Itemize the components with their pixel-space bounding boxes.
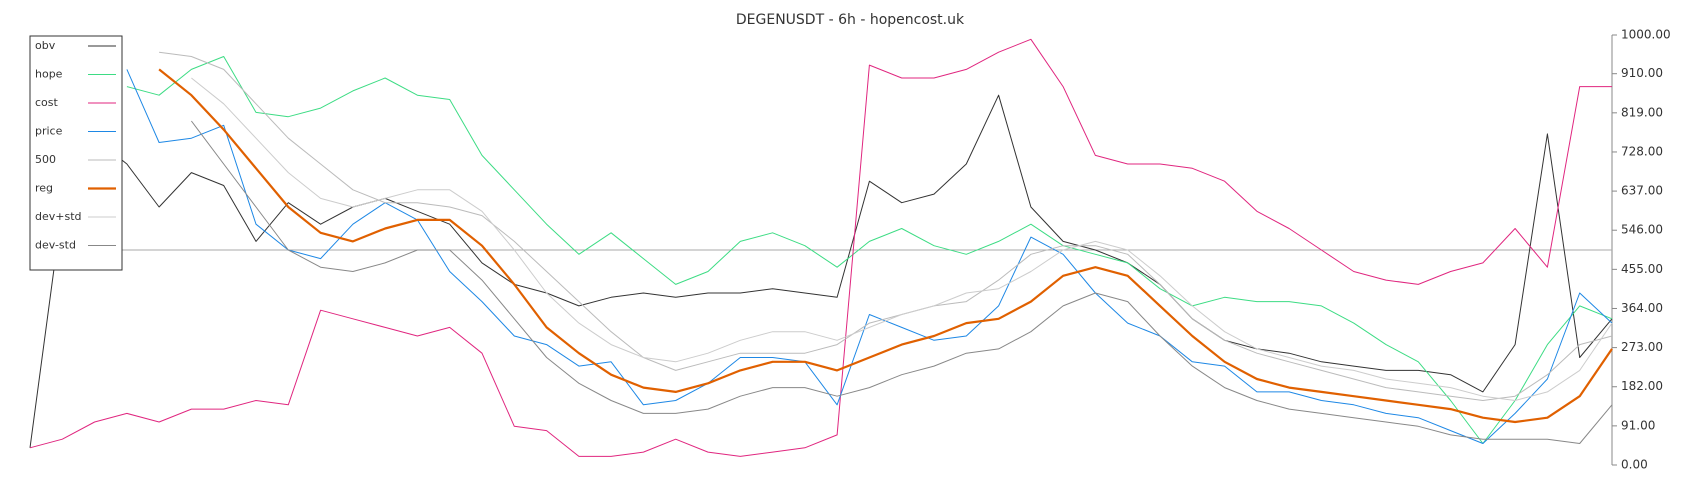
y-tick-label: 728.00 bbox=[1621, 144, 1663, 158]
legend-label: dev-std bbox=[35, 239, 76, 252]
y-tick-label: 182.00 bbox=[1621, 379, 1663, 393]
series-line bbox=[191, 120, 1613, 444]
y-tick-label: 364.00 bbox=[1621, 301, 1663, 315]
y-tick-label: 1000.00 bbox=[1621, 28, 1671, 42]
y-tick-label: 637.00 bbox=[1621, 184, 1663, 198]
y-tick-label: 910.00 bbox=[1621, 66, 1663, 80]
series-line bbox=[29, 94, 1613, 448]
y-tick-label: 273.00 bbox=[1621, 340, 1663, 354]
legend-label: price bbox=[35, 125, 63, 138]
y-tick-label: 546.00 bbox=[1621, 223, 1663, 237]
legend-label: obv bbox=[35, 39, 56, 52]
y-tick-label: 819.00 bbox=[1621, 105, 1663, 119]
y-tick-label: 91.00 bbox=[1621, 418, 1655, 432]
series-line bbox=[126, 69, 1613, 444]
chart-title: DEGENUSDT - 6h - hopencost.uk bbox=[736, 12, 965, 28]
series-line bbox=[29, 38, 1612, 457]
series-line bbox=[158, 68, 1613, 424]
series-line bbox=[191, 77, 1613, 401]
y-tick-label: 455.00 bbox=[1621, 262, 1663, 276]
legend-label: 500 bbox=[35, 153, 56, 166]
y-tick-label: 0.00 bbox=[1621, 458, 1648, 472]
legend-label: dev+std bbox=[35, 210, 82, 223]
series-line bbox=[126, 56, 1613, 444]
legend-label: cost bbox=[35, 96, 59, 109]
legend-label: reg bbox=[35, 182, 53, 195]
legend-label: hope bbox=[35, 68, 63, 81]
series-line bbox=[159, 51, 1613, 401]
